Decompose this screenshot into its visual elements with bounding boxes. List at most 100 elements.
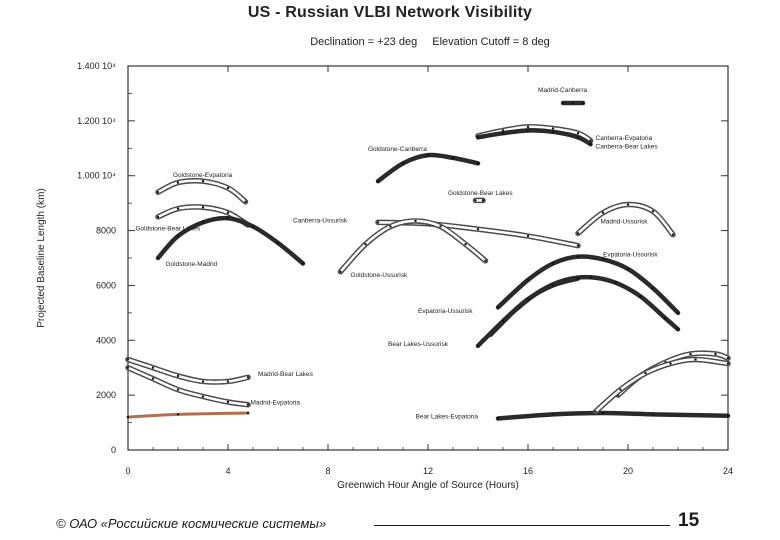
data-point [551, 413, 555, 416]
data-point [664, 317, 667, 320]
data-point [589, 142, 592, 146]
data-point [201, 180, 205, 183]
footer-rule [374, 525, 670, 526]
series-madrid-evpatoria-15-outline [125, 364, 251, 408]
series-label: Goldstone-Canberra [368, 146, 427, 153]
series-label: Madrid-Bear Lakes [258, 371, 314, 378]
data-point [526, 297, 530, 301]
data-point [151, 377, 155, 380]
data-point [576, 132, 580, 135]
data-point [671, 233, 675, 236]
chart-title: US - Russian VLBI Network Visibility [247, 4, 533, 21]
series-label: Goldstone-Ussurisk [351, 272, 408, 279]
series-goldstone-madrid-short--16 [126, 411, 250, 419]
data-point [576, 232, 580, 235]
data-point [676, 328, 680, 331]
x-axis-title: Greenwich Hour Angle of Source (Hours) [337, 480, 519, 491]
data-point [476, 228, 480, 231]
series-goldstone-evpatoria-4 [156, 179, 247, 204]
data-point [439, 225, 442, 228]
data-point [551, 262, 555, 265]
data-point [484, 259, 487, 262]
data-point [476, 162, 480, 165]
series-label: Goldstone-Evpatoria [173, 172, 233, 179]
y-tick-label: 4000 [96, 335, 116, 345]
x-tick-label: 0 [125, 466, 130, 476]
data-point [176, 388, 180, 391]
data-point [126, 366, 130, 369]
data-point [201, 221, 205, 224]
data-point [726, 356, 730, 360]
series-canberra-ussurisk-8-outline [375, 219, 581, 249]
data-point [651, 413, 655, 416]
data-point [601, 411, 605, 415]
data-point [301, 262, 305, 265]
page-footer: © ОАО «Российские космические системы» 1… [56, 510, 716, 534]
series-label: Bear Lakes-Evpatoria [416, 413, 479, 420]
data-point [576, 255, 580, 258]
series-label: Goldstone-Madrid [166, 261, 218, 268]
series-label: Madrid-Evpatoria [251, 400, 301, 407]
series-label: Bear Lakes-Ussurisk [388, 341, 449, 348]
data-point [176, 207, 180, 210]
series-labels: Madrid-Canberra Canberra-Evpatoria Canberr… [136, 87, 659, 420]
data-point [151, 366, 155, 369]
data-point [251, 225, 255, 228]
data-point [551, 127, 555, 130]
data-point [571, 101, 575, 105]
data-point [551, 130, 555, 134]
data-point [639, 295, 642, 298]
data-point [201, 380, 205, 383]
data-point [246, 411, 250, 415]
data-point [526, 129, 530, 132]
data-point [601, 258, 605, 261]
data-point [389, 225, 392, 228]
data-point [176, 181, 180, 184]
series-bear-lakes-ussurisk-13 [475, 276, 581, 349]
data-point [726, 362, 730, 365]
data-point [619, 388, 622, 391]
series-label: Canberra-Evpatoria [596, 135, 653, 142]
series-label: Evpatoria-Ussurisk [418, 308, 473, 315]
data-point [576, 244, 580, 247]
x-tick-label: 20 [623, 466, 633, 476]
data-point [176, 413, 180, 416]
y-tick-label: 0 [111, 445, 116, 455]
data-point [376, 221, 380, 224]
copyright-text: © ОАО «Российские космические системы» [56, 516, 327, 531]
data-point [226, 186, 230, 190]
chart-axes: 0 4 8 12 16 20 24 0 2000 4000 6000 8000 1.000 10⁴ 1.2… [36, 61, 733, 491]
series-canberra-evpatoria-1 [476, 125, 592, 142]
series-label: Madrid-Canberra [538, 87, 588, 94]
data-point [594, 410, 597, 413]
data-point [426, 153, 430, 157]
y-axis-title: Projected Baseline Length (km) [36, 188, 47, 328]
series-madrid-bear-lakes-14 [126, 358, 250, 384]
data-point [464, 243, 467, 246]
x-tick-label: 12 [423, 466, 433, 476]
data-point [474, 199, 477, 202]
x-tick-label: 4 [225, 466, 230, 476]
y-tick-label: 2000 [96, 390, 116, 400]
data-point [481, 199, 485, 202]
data-point [581, 101, 585, 105]
data-point [526, 125, 530, 129]
series-label: Goldstone-Bear Lakes [136, 226, 201, 233]
y-tick-label: 1.200 10⁴ [77, 116, 116, 126]
y-tick-label: 8000 [96, 226, 116, 236]
series-madrid-evpatoria-19 [594, 358, 730, 413]
page-number: 15 [678, 510, 700, 531]
data-point [526, 234, 530, 238]
data-point [401, 162, 405, 165]
series-goldstone-canberra-3 [375, 152, 481, 184]
data-point [126, 415, 130, 419]
data-point [226, 380, 230, 383]
series-label: Goldstone-Bear Lakes [448, 190, 513, 197]
visibility-chart: 0 4 8 12 16 20 24 0 2000 4000 6000 8000 1.000 10⁴ 1.2… [36, 61, 733, 491]
series-label: Canberra-Ussurisk [293, 217, 348, 224]
data-point [644, 372, 647, 375]
data-point [156, 215, 160, 219]
data-point [614, 281, 617, 284]
data-point [376, 180, 380, 183]
data-point [201, 395, 205, 398]
